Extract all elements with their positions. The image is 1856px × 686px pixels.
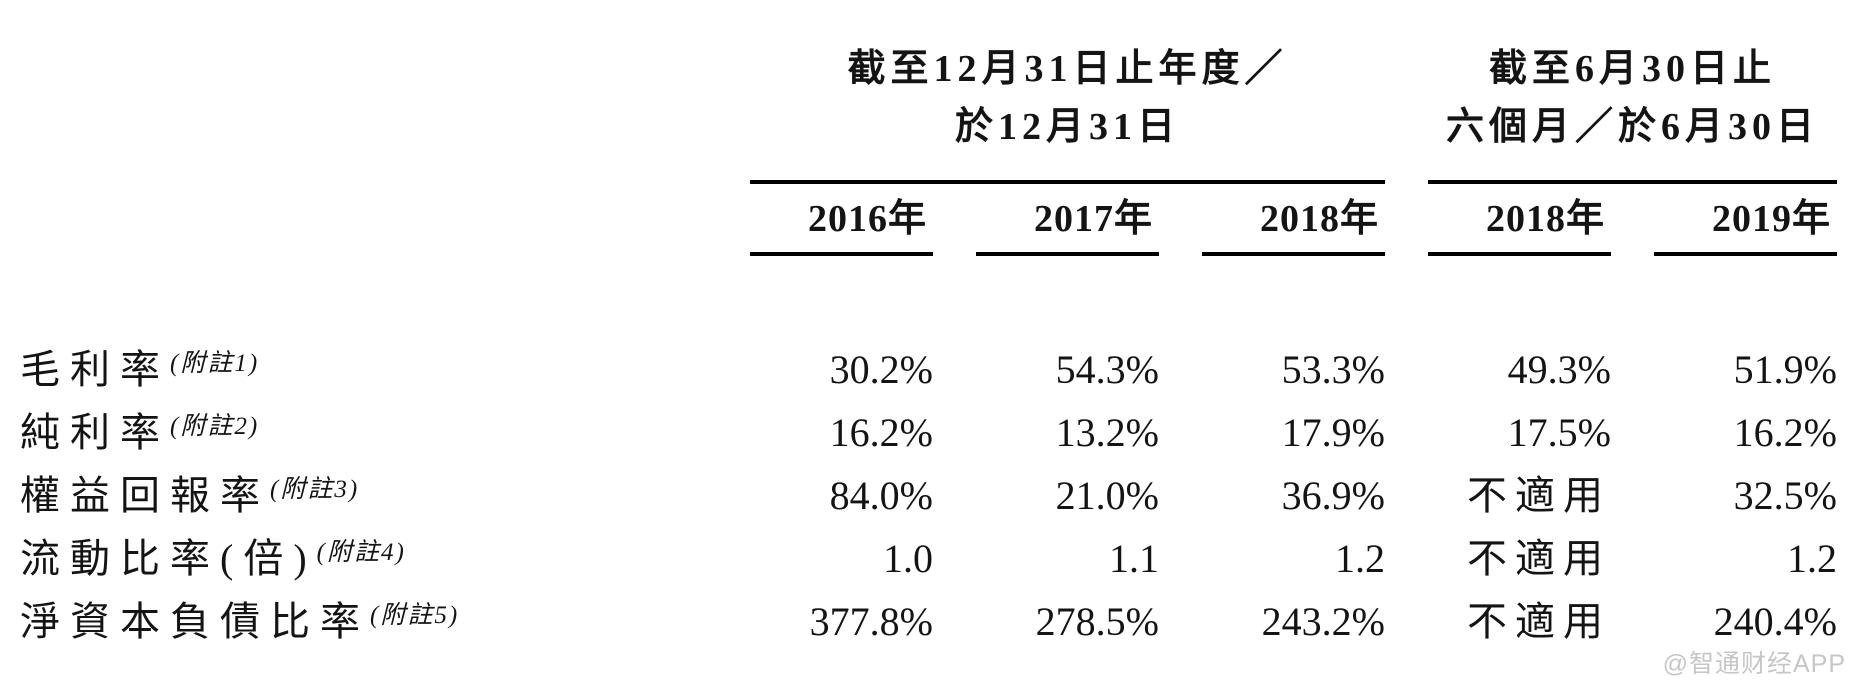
column-header-2019-interim: 2019年 <box>1654 184 1837 256</box>
col-group-header-interim: 截至6月30日止 六個月／於6月30日 <box>1428 0 1837 184</box>
table-cell: 17.5% <box>1507 410 1611 455</box>
table-cell: 1.2 <box>1787 536 1837 581</box>
table-cell: 16.2% <box>1733 410 1837 455</box>
row-label-note: (附註5) <box>370 602 460 629</box>
row-label-text: 權益回報率 <box>20 473 270 518</box>
table-cell: 不適用 <box>1467 473 1611 518</box>
row-label-note: (附註1) <box>170 350 260 377</box>
table-cell: 不適用 <box>1467 536 1611 581</box>
table-cell: 不適用 <box>1467 599 1611 644</box>
table-cell: 1.2 <box>1335 536 1385 581</box>
column-header-2016: 2016年 <box>750 184 933 256</box>
table-cell: 278.5% <box>1035 599 1159 644</box>
table-cell: 16.2% <box>829 410 933 455</box>
col-group-header-annual: 截至12月31日止年度／ 於12月31日 <box>750 0 1385 184</box>
column-header-2018-interim: 2018年 <box>1428 184 1611 256</box>
table-cell: 377.8% <box>809 599 933 644</box>
row-label-text: 純利率 <box>20 410 170 455</box>
col-group-annual-line1: 截至12月31日止年度／ <box>847 48 1288 90</box>
row-label-note: (附註3) <box>270 476 360 503</box>
row-label-text: 淨資本負債比率 <box>20 599 370 644</box>
row-label-text: 毛利率 <box>20 347 170 392</box>
row-label-note: (附註4) <box>316 539 406 566</box>
column-header-2018: 2018年 <box>1202 184 1385 256</box>
table-cell: 53.3% <box>1281 347 1385 392</box>
table-cell: 1.0 <box>883 536 933 581</box>
table-cell: 30.2% <box>829 347 933 392</box>
table-cell: 32.5% <box>1733 473 1837 518</box>
table-cell: 36.9% <box>1281 473 1385 518</box>
table-cell: 84.0% <box>829 473 933 518</box>
table-cell: 54.3% <box>1055 347 1159 392</box>
table-cell: 21.0% <box>1055 473 1159 518</box>
col-group-annual-line2: 於12月31日 <box>954 106 1180 148</box>
table-cell: 13.2% <box>1055 410 1159 455</box>
row-label-note: (附註2) <box>170 413 260 440</box>
table-cell: 17.9% <box>1281 410 1385 455</box>
row-label-text: 流動比率(倍) <box>20 536 317 581</box>
row-label-current-ratio: 流動比率(倍)(附註4) <box>20 527 707 590</box>
table-cell: 1.1 <box>1109 536 1159 581</box>
table-cell: 49.3% <box>1507 347 1611 392</box>
column-header-2017: 2017年 <box>976 184 1159 256</box>
row-label-net-profit-margin: 純利率(附註2) <box>20 401 707 464</box>
col-group-interim-line1: 截至6月30日止 <box>1488 48 1776 90</box>
col-group-interim-line2: 六個月／於6月30日 <box>1445 106 1819 148</box>
watermark: @智通财经APP <box>1662 650 1846 678</box>
table-cell: 243.2% <box>1261 599 1385 644</box>
row-label-net-gearing-ratio: 淨資本負債比率(附註5) <box>20 590 707 653</box>
table-cell: 240.4% <box>1713 599 1837 644</box>
table-cell: 51.9% <box>1733 347 1837 392</box>
row-label-gross-profit-margin: 毛利率(附註1) <box>20 338 707 401</box>
row-label-return-on-equity: 權益回報率(附註3) <box>20 464 707 527</box>
financial-ratios-table: 截至12月31日止年度／ 於12月31日 截至6月30日止 六個月／於6月30日… <box>20 0 1837 653</box>
